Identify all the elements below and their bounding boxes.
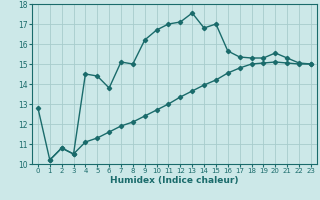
X-axis label: Humidex (Indice chaleur): Humidex (Indice chaleur) bbox=[110, 176, 239, 185]
